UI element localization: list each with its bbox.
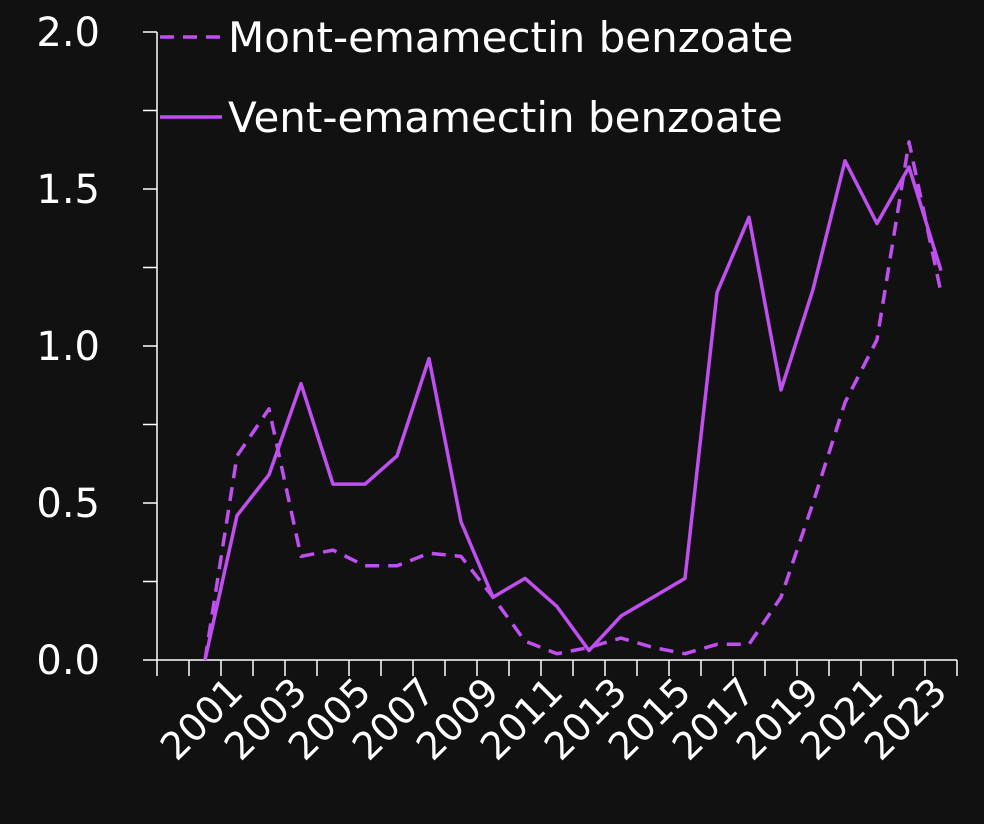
y-tick-label: 1.5 — [36, 167, 100, 213]
series-line — [203, 140, 943, 661]
y-tick-label: 0.5 — [36, 481, 100, 527]
legend-label: Mont-emamectin benzoate — [228, 13, 794, 62]
y-tick-label: 0.0 — [36, 638, 100, 684]
y-tick-label: 1.0 — [36, 324, 100, 370]
series-line — [203, 158, 943, 661]
legend-label: Vent-emamectin benzoate — [228, 93, 783, 142]
y-tick-label: 2.0 — [36, 10, 100, 56]
